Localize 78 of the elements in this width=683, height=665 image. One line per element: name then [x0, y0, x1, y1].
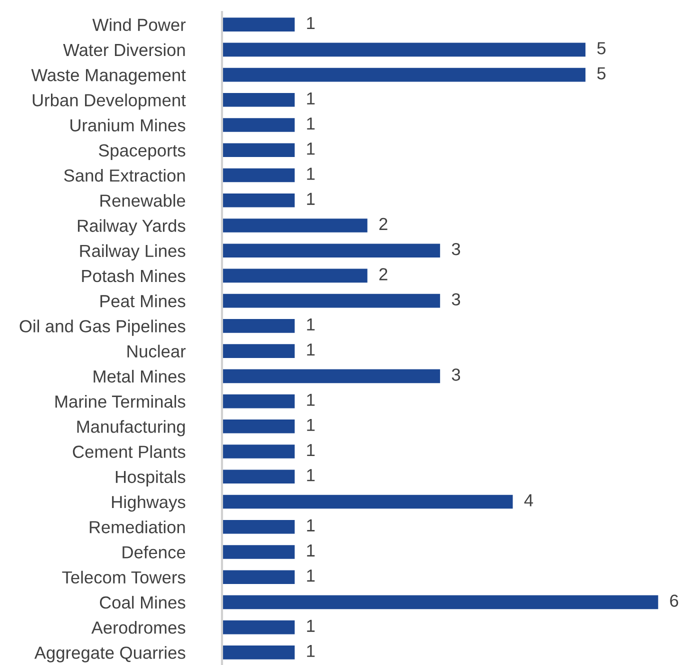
y-tick-label: Peat Mines [100, 294, 186, 308]
data-label: 1 [307, 142, 315, 155]
bar [222, 143, 295, 158]
data-label: 1 [307, 570, 315, 582]
data-label: 1 [307, 92, 315, 104]
data-label: 1 [307, 469, 315, 482]
bar [222, 244, 440, 258]
bar [222, 520, 295, 534]
bar [222, 394, 295, 408]
y-tick-label: Telecom Towers [62, 570, 186, 584]
bar [222, 470, 295, 484]
y-tick-label: Marine Terminals [55, 395, 186, 408]
bar [222, 319, 295, 333]
bar [222, 118, 295, 132]
bar [222, 42, 586, 57]
data-label: 1 [307, 17, 315, 30]
data-label: 2 [379, 268, 388, 280]
data-label: 1 [307, 168, 315, 180]
bar [222, 193, 295, 208]
data-label: 1 [307, 444, 315, 456]
bar [222, 294, 440, 308]
y-tick-label: Defence [122, 546, 186, 558]
y-tick-label: Manufacturing [77, 420, 185, 436]
bar [222, 344, 295, 358]
bar [222, 92, 295, 107]
y-tick-label: Metal Mines [94, 370, 186, 383]
y-tick-label: Wind Power [92, 18, 186, 32]
y-tick-label: Urban Development [32, 94, 186, 110]
bar [222, 595, 658, 610]
data-label: 4 [524, 494, 534, 506]
y-tick-label: Nuclear [127, 344, 186, 358]
data-label: 3 [452, 242, 460, 256]
y-tick-label: Potash Mines [82, 269, 186, 282]
y-tick-label: Renewable [100, 194, 186, 207]
data-label: 3 [452, 368, 460, 381]
y-tick-label: Highways [112, 495, 186, 512]
data-label: 1 [307, 519, 315, 532]
bar [222, 168, 295, 182]
bar [222, 218, 368, 232]
data-label: 5 [597, 67, 606, 80]
y-tick-label: Spaceports [98, 144, 186, 160]
bar [222, 494, 513, 509]
bar [222, 68, 586, 82]
bar [222, 444, 295, 458]
y-tick-label: Oil and Gas Pipelines [20, 320, 186, 336]
y-tick-label: Aggregate Quarries [34, 646, 186, 662]
data-label: 1 [307, 644, 315, 657]
bar [222, 369, 440, 384]
bar [222, 545, 295, 559]
bar [222, 18, 295, 32]
data-label: 1 [307, 620, 315, 632]
data-label: 1 [307, 418, 315, 431]
y-tick-label: Aerodromes [91, 621, 186, 634]
y-tick-label: Cement Plants [72, 445, 186, 458]
data-label: 1 [307, 544, 315, 556]
y-tick-label: Railway Lines [80, 244, 186, 260]
bar [222, 646, 295, 660]
data-label: 1 [307, 318, 315, 330]
bar [222, 268, 368, 283]
bar [222, 570, 295, 584]
data-label: 1 [307, 118, 315, 130]
data-label: 1 [307, 192, 315, 205]
data-label: 2 [379, 218, 388, 230]
data-label: 3 [452, 293, 460, 306]
y-tick-label: Water Diversion [63, 43, 185, 56]
bar [222, 620, 295, 634]
data-label: 5 [597, 42, 606, 54]
data-label: 6 [670, 594, 678, 607]
y-tick-label: Uranium Mines [70, 118, 186, 132]
y-tick-label: Railway Yards [78, 219, 186, 236]
y-tick-label: Hospitals [116, 470, 186, 487]
bar [222, 419, 295, 434]
data-label: 1 [307, 394, 315, 406]
data-label: 1 [307, 344, 315, 356]
y-tick-label: Coal Mines [100, 596, 186, 609]
y-tick-label: Waste Management [31, 69, 186, 85]
y-tick-label: Remediation [90, 520, 185, 534]
y-tick-label: Sand Extraction [64, 168, 185, 182]
